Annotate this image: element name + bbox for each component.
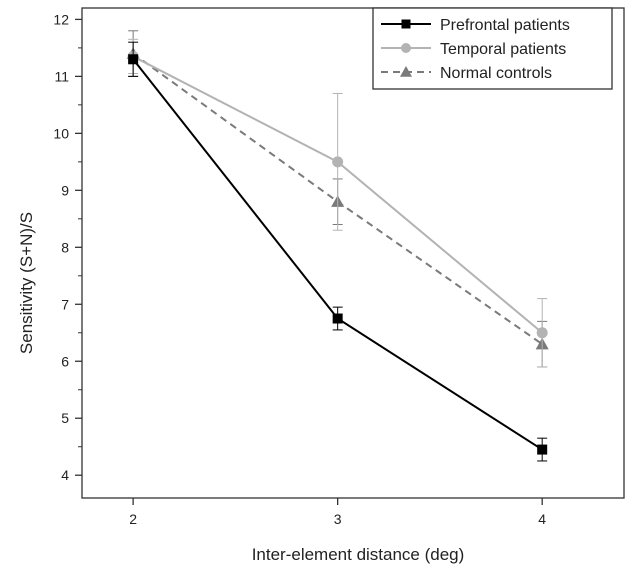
y-axis-title: Sensitivity (S+N)/S	[17, 212, 36, 354]
data-point	[332, 313, 343, 324]
series-temporal-patients	[127, 38, 548, 368]
y-tick-label: 9	[61, 182, 69, 198]
y-tick-label: 5	[61, 410, 69, 426]
data-point	[332, 156, 344, 168]
data-point	[128, 54, 139, 65]
y-tick-label: 12	[53, 11, 69, 27]
legend-label: Temporal patients	[440, 41, 566, 58]
x-axis: 2 3 4	[129, 498, 546, 527]
y-tick-label: 10	[53, 125, 69, 141]
legend: Prefrontal patients Temporal patients Norm…	[372, 7, 613, 90]
y-tick-label: 11	[54, 68, 69, 84]
plot-frame	[81, 7, 625, 499]
x-axis-title: Inter-element distance (deg)	[252, 545, 465, 564]
data-point	[537, 444, 548, 455]
legend-swatch-marker	[401, 43, 411, 53]
legend-label: Normal controls	[440, 65, 552, 82]
y-axis: 4 5 6 7 8 9 10 11 12	[53, 11, 82, 483]
y-tick-label: 8	[61, 239, 69, 255]
plot-border	[81, 7, 625, 499]
x-tick-label: 3	[334, 511, 342, 527]
series-layer	[126, 30, 549, 462]
y-tick-label: 7	[61, 296, 69, 312]
legend-label: Prefrontal patients	[440, 17, 570, 34]
data-point	[536, 327, 548, 339]
y-tick-label: 6	[61, 353, 69, 369]
series-prefrontal-patients	[128, 41, 548, 462]
x-tick-label: 4	[538, 511, 546, 527]
legend-swatch-marker	[400, 66, 412, 77]
y-tick-label: 4	[61, 467, 69, 483]
legend-swatch-marker	[401, 19, 411, 29]
x-tick-label: 2	[129, 511, 137, 527]
